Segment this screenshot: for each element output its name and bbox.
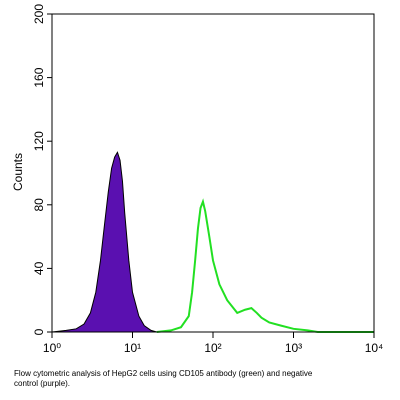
y-tick-label: 160 — [32, 67, 46, 87]
x-tick-label: 10⁰ — [43, 341, 61, 355]
y-tick-label: 80 — [32, 198, 46, 212]
y-tick-label: 0 — [32, 328, 46, 335]
control-area — [51, 151, 165, 333]
y-tick-label: 200 — [32, 4, 46, 24]
antibody-line — [156, 198, 374, 333]
y-tick-label: 120 — [32, 131, 46, 151]
x-tick-label: 10² — [204, 341, 221, 355]
y-tick-label: 40 — [32, 261, 46, 275]
x-tick-label: 10¹ — [124, 341, 141, 355]
x-tick-label: 10³ — [285, 341, 302, 355]
caption: Flow cytometric analysis of HepG2 cells … — [14, 369, 313, 388]
y-axis-label: Counts — [11, 153, 25, 191]
x-tick-label: 10⁴ — [365, 341, 384, 355]
